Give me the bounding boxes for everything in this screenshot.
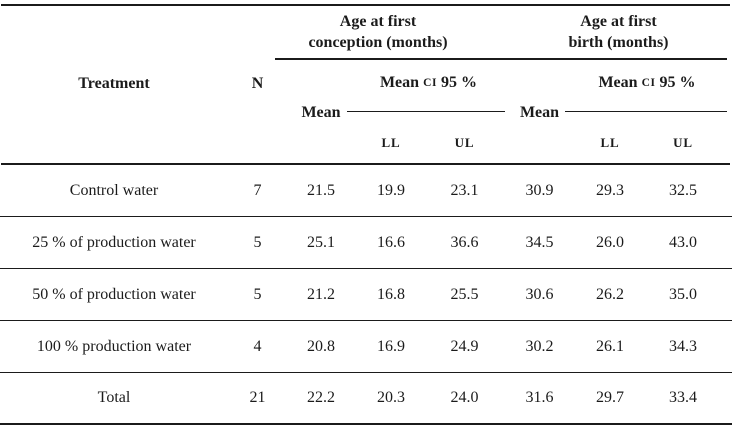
header-bottom-rule — [1, 163, 730, 165]
cell-birth-ul: 35.0 — [669, 285, 697, 303]
group-header-line: Age at first — [580, 13, 657, 31]
ci-label-mean: Mean — [598, 73, 638, 91]
cell-conception-ul: 24.0 — [450, 389, 479, 406]
cell-birth-ll: 26.2 — [596, 285, 624, 303]
cell-conception-ul: 25.5 — [450, 285, 479, 303]
column-header-n: N — [251, 75, 264, 93]
cell-birth-ul: 43.0 — [669, 233, 697, 251]
cell-birth-ll: 26.0 — [596, 233, 624, 251]
cell-conception-ul: 23.1 — [450, 181, 479, 199]
cell-n: 5 — [253, 233, 262, 251]
column-header-ci95-conception: Mean CI 95 % — [355, 65, 502, 101]
ci-rule-birth — [565, 110, 727, 112]
group-header-line: conception (months) — [308, 34, 448, 51]
column-header-ul-conception: UL — [454, 134, 475, 150]
cell-birth-mean: 31.6 — [525, 389, 554, 406]
group-header-rule — [275, 58, 727, 60]
cell-conception-mean: 22.2 — [307, 389, 335, 406]
cell-conception-ll: 20.3 — [377, 389, 405, 406]
group-header-age-at-first-conception: Age at first conception (months) — [283, 8, 473, 58]
cell-n: 7 — [253, 181, 262, 199]
table-row: 25 % of production water 5 25.1 16.6 36.… — [0, 217, 732, 269]
cell-conception-ll: 16.6 — [377, 233, 405, 251]
cell-conception-mean: 25.1 — [307, 233, 335, 251]
cell-birth-mean: 30.6 — [525, 285, 554, 303]
cell-birth-mean: 30.9 — [525, 181, 554, 199]
cell-treatment: 100 % production water — [36, 337, 192, 355]
table-body: Control water 7 21.5 19.9 23.1 30.9 29.3… — [0, 165, 732, 425]
table-row: 50 % of production water 5 21.2 16.8 25.… — [0, 269, 732, 321]
cell-conception-mean: 21.2 — [307, 285, 335, 303]
cell-birth-ll: 26.1 — [596, 337, 624, 355]
table-row-total: Total 21 22.2 20.3 24.0 31.6 29.7 33.4 — [0, 373, 732, 425]
cell-conception-mean: 21.5 — [307, 181, 335, 199]
cell-birth-ul: 34.3 — [669, 337, 697, 355]
column-header-ll-conception: LL — [381, 134, 401, 150]
column-header-mean-birth: Mean — [519, 103, 560, 121]
column-header-ci95-birth: Mean CI 95 % — [577, 65, 717, 101]
group-header-line: birth (months) — [568, 34, 669, 51]
table-row: 100 % production water 4 20.8 16.9 24.9 … — [0, 321, 732, 373]
ci-label-95: 95 % — [659, 73, 696, 91]
cell-conception-ll: 16.9 — [377, 337, 405, 355]
table-top-rule — [1, 4, 730, 7]
column-header-ul-birth: UL — [673, 134, 693, 150]
cell-treatment: 25 % of production water — [32, 233, 196, 251]
table-row: Control water 7 21.5 19.9 23.1 30.9 29.3… — [0, 165, 732, 217]
cell-birth-ll: 29.7 — [596, 389, 624, 406]
group-header-line: Age at first — [339, 13, 417, 31]
cell-birth-mean: 34.5 — [525, 233, 554, 251]
cell-conception-ul: 36.6 — [450, 233, 479, 251]
cell-treatment: Control water — [69, 181, 159, 199]
cell-treatment: 50 % of production water — [32, 285, 196, 303]
cell-conception-mean: 20.8 — [307, 337, 335, 355]
cell-birth-ll: 29.3 — [596, 181, 624, 199]
cell-treatment: Total — [97, 389, 131, 406]
cell-birth-ul: 32.5 — [669, 181, 697, 199]
cell-conception-ll: 16.8 — [377, 285, 405, 303]
cell-n: 4 — [253, 337, 262, 355]
column-header-mean-conception: Mean — [301, 103, 341, 121]
ci-rule-conception — [347, 110, 505, 112]
ci-label-ci: CI — [641, 76, 656, 89]
cell-birth-mean: 30.2 — [525, 337, 554, 355]
group-header-age-at-first-birth: Age at first birth (months) — [505, 8, 732, 58]
ci-label-ci: CI — [423, 76, 438, 89]
cell-conception-ll: 19.9 — [377, 181, 405, 199]
ci-label-95: 95 % — [441, 73, 478, 91]
cell-n: 5 — [253, 285, 262, 303]
ci-label-mean: Mean — [379, 73, 420, 91]
cell-n: 21 — [249, 389, 266, 406]
column-header-treatment: Treatment — [78, 75, 150, 93]
column-header-ll-birth: LL — [600, 134, 620, 150]
cell-birth-ul: 33.4 — [669, 389, 697, 406]
cell-conception-ul: 24.9 — [450, 337, 479, 355]
